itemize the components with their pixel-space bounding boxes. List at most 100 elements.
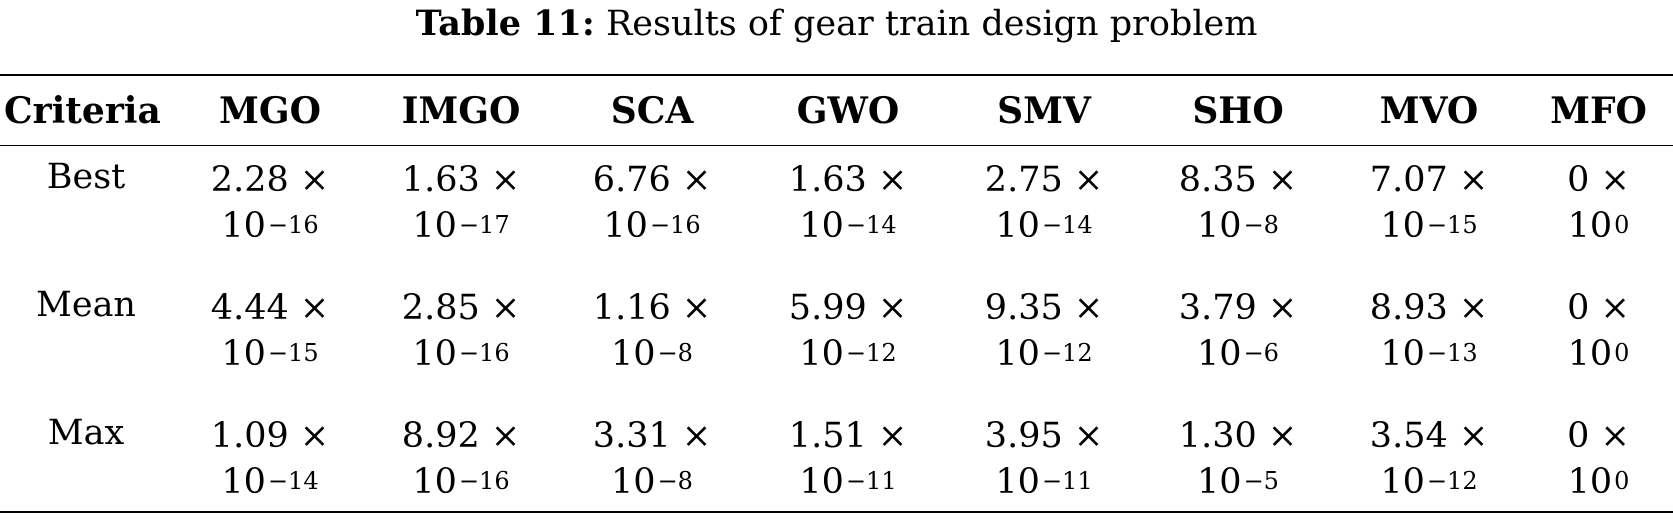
header-cell: MVO <box>1379 89 1479 132</box>
exponent: −16 <box>649 211 701 239</box>
scientific-value: 1.09 × 10−14 <box>211 401 329 505</box>
value-cell: 8.93 × 10−13 <box>1334 273 1524 401</box>
exponent: −8 <box>1243 211 1279 239</box>
criteria-cell: Mean <box>36 285 136 325</box>
exponent: −13 <box>1426 339 1478 367</box>
value-cell: 1.16 × 10−8 <box>554 273 750 401</box>
header-cell: SHO <box>1192 89 1284 132</box>
power-of-ten: 10−11 <box>789 459 907 505</box>
value-cell: 1.09 × 10−14 <box>172 401 368 529</box>
mantissa: 8.92 × <box>401 416 521 456</box>
value-cell: 1.63 × 10−14 <box>750 145 946 273</box>
power-base: 10 <box>1380 462 1425 502</box>
header-cell: MGO <box>219 89 321 132</box>
mantissa: 2.85 × <box>401 288 521 328</box>
power-base: 10 <box>1197 462 1242 502</box>
mantissa: 0 × <box>1567 288 1630 328</box>
mantissa: 5.99 × <box>788 288 908 328</box>
table-caption: Table 11: Results of gear train design p… <box>0 2 1673 46</box>
value-cell: 6.76 × 10−16 <box>554 145 750 273</box>
table-row: Max 1.09 × 10−14 8.92 × 10−16 3.31 × 10−8 1.51 … <box>0 401 1673 529</box>
mantissa: 6.76 × <box>592 160 712 200</box>
mantissa: 1.63 × <box>788 160 908 200</box>
header-cell: Criteria <box>4 89 161 132</box>
exponent: 0 <box>1614 339 1630 367</box>
header-rule <box>0 145 1673 146</box>
scientific-value: 2.75 × 10−14 <box>985 145 1103 249</box>
criteria-cell: Best <box>46 157 126 197</box>
scientific-value: 8.35 × 10−8 <box>1179 145 1297 249</box>
scientific-value: 3.95 × 10−11 <box>985 401 1103 505</box>
exponent: 0 <box>1614 211 1630 239</box>
power-of-ten: 10−16 <box>402 459 520 505</box>
value-cell: 1.30 × 10−5 <box>1142 401 1334 529</box>
criteria-cell: Max <box>47 413 125 453</box>
value-cell: 1.63 × 10−17 <box>368 145 554 273</box>
power-of-ten: 10−14 <box>211 459 329 505</box>
power-of-ten: 10−8 <box>593 459 711 505</box>
power-of-ten: 100 <box>1567 459 1630 505</box>
power-base: 10 <box>1567 462 1613 502</box>
power-base: 10 <box>221 334 266 374</box>
power-of-ten: 10−15 <box>211 331 329 377</box>
mantissa: 3.95 × <box>984 416 1104 456</box>
scientific-value: 2.85 × 10−16 <box>402 273 520 377</box>
power-base: 10 <box>995 334 1040 374</box>
power-base: 10 <box>995 462 1040 502</box>
value-cell: 0 × 100 <box>1524 273 1673 401</box>
scientific-value: 9.35 × 10−12 <box>985 273 1103 377</box>
exponent: 0 <box>1614 467 1630 495</box>
power-of-ten: 10−14 <box>789 203 907 249</box>
header-cell: MFO <box>1550 89 1647 132</box>
scientific-value: 3.54 × 10−12 <box>1370 401 1488 505</box>
scientific-value: 3.79 × 10−6 <box>1179 273 1297 377</box>
power-base: 10 <box>221 462 266 502</box>
power-of-ten: 10−16 <box>211 203 329 249</box>
mantissa: 0 × <box>1567 416 1630 456</box>
power-of-ten: 10−8 <box>593 331 711 377</box>
scientific-value: 0 × 100 <box>1567 145 1630 249</box>
power-base: 10 <box>1567 206 1613 246</box>
power-of-ten: 10−16 <box>402 331 520 377</box>
caption-text: Results of gear train design problem <box>605 4 1258 44</box>
table-row: Best 2.28 × 10−16 1.63 × 10−17 6.76 × 10−16 1.6… <box>0 145 1673 273</box>
power-base: 10 <box>221 206 266 246</box>
power-of-ten: 10−8 <box>1179 203 1297 249</box>
scientific-value: 4.44 × 10−15 <box>211 273 329 377</box>
power-of-ten: 10−14 <box>985 203 1103 249</box>
power-base: 10 <box>799 206 844 246</box>
power-base: 10 <box>1567 334 1613 374</box>
power-base: 10 <box>799 462 844 502</box>
power-base: 10 <box>1197 334 1242 374</box>
mantissa: 4.44 × <box>210 288 330 328</box>
exponent: −16 <box>458 339 510 367</box>
exponent: −5 <box>1243 467 1279 495</box>
exponent: −15 <box>267 339 319 367</box>
mantissa: 1.63 × <box>401 160 521 200</box>
value-cell: 4.44 × 10−15 <box>172 273 368 401</box>
mantissa: 9.35 × <box>984 288 1104 328</box>
power-base: 10 <box>1380 206 1425 246</box>
power-base: 10 <box>603 206 648 246</box>
exponent: −17 <box>458 211 510 239</box>
power-of-ten: 10−17 <box>402 203 520 249</box>
mantissa: 1.51 × <box>788 416 908 456</box>
value-cell: 0 × 100 <box>1524 401 1673 529</box>
power-base: 10 <box>1380 334 1425 374</box>
scientific-value: 0 × 100 <box>1567 273 1630 377</box>
scientific-value: 3.31 × 10−8 <box>593 401 711 505</box>
power-of-ten: 10−12 <box>1370 459 1488 505</box>
power-of-ten: 100 <box>1567 203 1630 249</box>
mantissa: 0 × <box>1567 160 1630 200</box>
scientific-value: 5.99 × 10−12 <box>789 273 907 377</box>
value-cell: 8.35 × 10−8 <box>1142 145 1334 273</box>
value-cell: 3.54 × 10−12 <box>1334 401 1524 529</box>
value-cell: 3.31 × 10−8 <box>554 401 750 529</box>
value-cell: 0 × 100 <box>1524 145 1673 273</box>
mantissa: 2.28 × <box>210 160 330 200</box>
power-of-ten: 10−13 <box>1370 331 1488 377</box>
exponent: −6 <box>1243 339 1279 367</box>
scientific-value: 1.16 × 10−8 <box>593 273 711 377</box>
power-of-ten: 100 <box>1567 331 1630 377</box>
header-cell: SMV <box>997 89 1091 132</box>
